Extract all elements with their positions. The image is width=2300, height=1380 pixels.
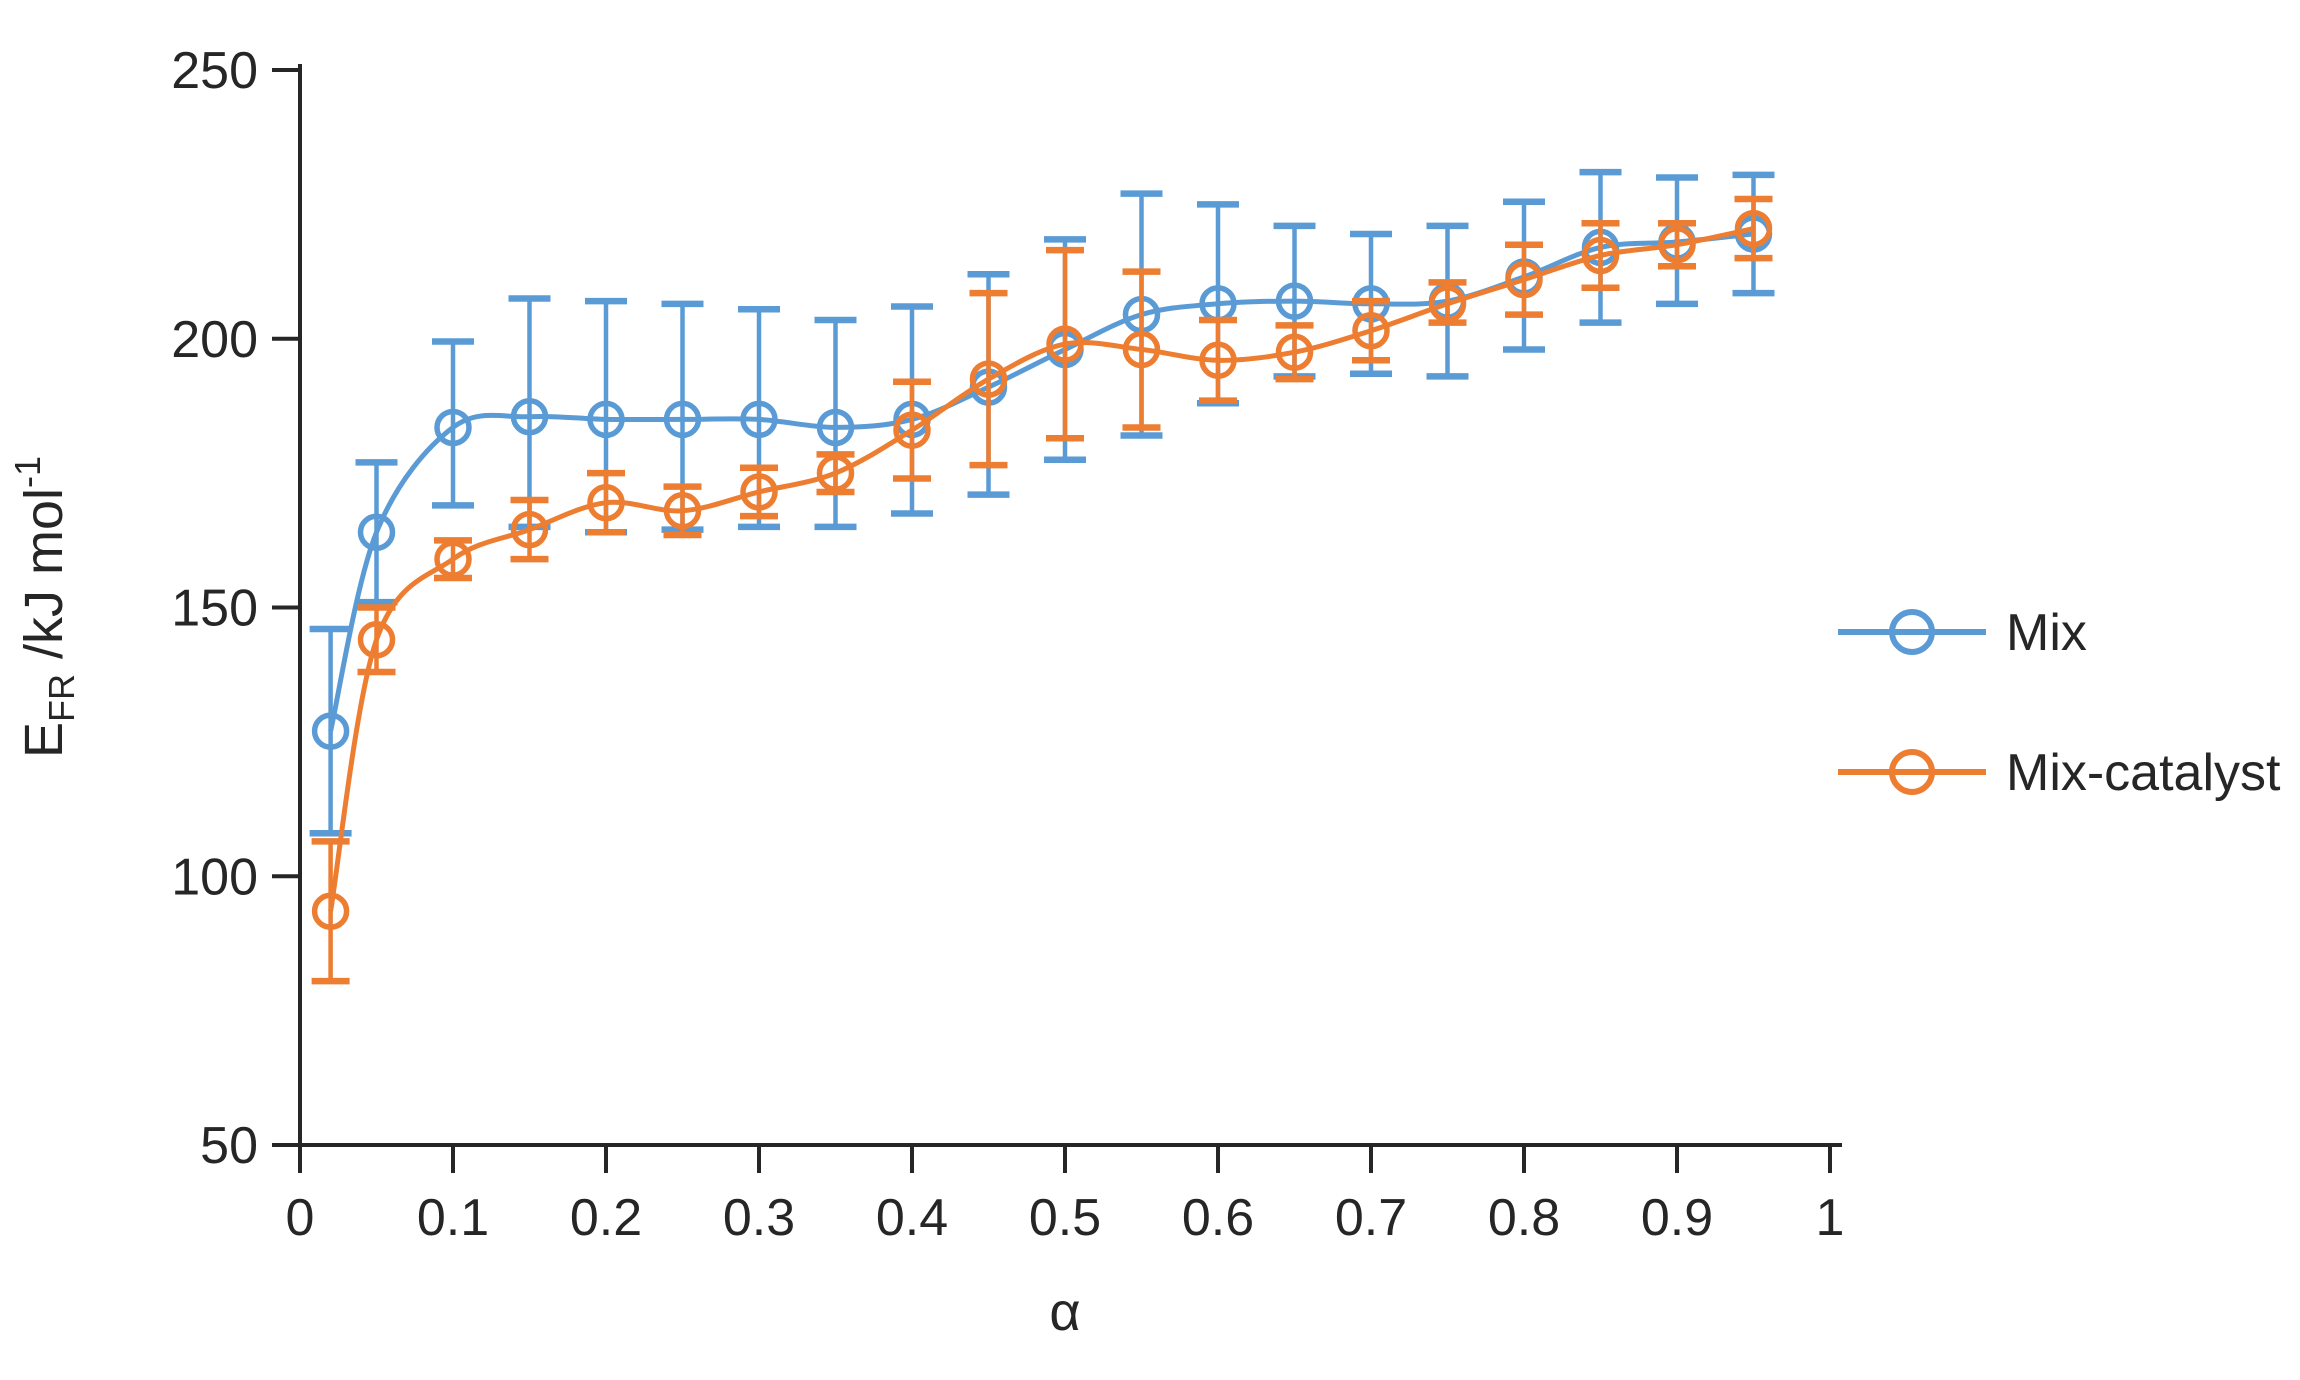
data-point-marker: [1581, 236, 1620, 275]
data-point-marker: [1352, 311, 1390, 350]
data-point-marker: [1199, 341, 1237, 379]
data-point-marker: [434, 408, 472, 447]
legend-entry-mix: Mix: [1838, 604, 2087, 662]
y-tick-label: 150: [171, 580, 258, 638]
data-point-marker: [893, 411, 931, 449]
x-tick-label: 1: [1816, 1189, 1845, 1247]
y-axis-title: EFR /kJ mol-1: [7, 456, 82, 758]
y-tick-label: 250: [171, 42, 258, 100]
data-point-marker: [587, 400, 625, 439]
x-tick-label: 0.1: [417, 1189, 489, 1247]
data-point-marker: [357, 513, 396, 551]
y-title-superscript: -1: [7, 456, 48, 488]
data-point-marker: [740, 400, 778, 439]
axes: 50 100 150 200 250 0 0.1 0.2 0.3 0.4 0.5 0.6 0.7 0.8 0…: [171, 42, 1844, 1247]
y-tick-label: 200: [171, 311, 258, 369]
legend-marker-mix-catalyst: [1889, 749, 1935, 795]
data-point-marker: [1505, 260, 1543, 299]
data-point-marker: [510, 397, 549, 436]
legend: Mix Mix-catalyst: [1838, 604, 2281, 802]
x-tick-label: 0.5: [1029, 1189, 1101, 1247]
legend-label-mix: Mix: [2006, 604, 2087, 662]
series-mix-catalyst: [311, 195, 1773, 985]
x-tick-label: 0.2: [570, 1189, 642, 1247]
series-line: [328, 226, 1755, 912]
legend-entry-mix-catalyst: Mix-catalyst: [1838, 744, 2281, 802]
data-point-marker: [434, 540, 472, 578]
legend-label-mix-catalyst: Mix-catalyst: [2006, 744, 2281, 802]
data-point-marker: [311, 892, 350, 930]
data-point-marker: [510, 510, 549, 549]
legend-marker-mix: [1889, 609, 1935, 655]
data-point-marker: [816, 408, 855, 447]
x-tick-label: 0.6: [1182, 1189, 1254, 1247]
x-tick-label: 0: [286, 1189, 315, 1247]
svg-text:EFR /kJ mol-1: EFR /kJ mol-1: [7, 456, 82, 758]
data-point-marker: [1275, 333, 1314, 371]
data-point-marker: [816, 454, 855, 492]
data-point-marker: [969, 360, 1008, 398]
y-title-symbol: E: [14, 722, 74, 758]
error-bar: [1734, 195, 1773, 262]
x-tick-label: 0.9: [1641, 1189, 1713, 1247]
x-axis-title: α: [1049, 1282, 1080, 1342]
data-point-marker: [1428, 285, 1467, 323]
data-point-marker: [311, 712, 350, 750]
y-title-subscript: FR: [41, 674, 82, 722]
data-point-marker: [663, 492, 702, 530]
x-tick-label: 0.7: [1335, 1189, 1407, 1247]
y-title-units: /kJ mol: [14, 488, 74, 674]
x-tick-label: 0.4: [876, 1189, 948, 1247]
data-point-marker: [1046, 325, 1084, 363]
series-line: [328, 231, 1754, 732]
data-point-marker: [1734, 209, 1773, 248]
data-point-marker: [1658, 225, 1696, 264]
data-point-marker: [1122, 330, 1161, 369]
data-point-marker: [357, 621, 396, 659]
data-point-marker: [1275, 282, 1314, 320]
data-point-marker: [587, 483, 625, 522]
data-series-layer: [309, 168, 1775, 985]
data-point-marker: [740, 473, 778, 511]
x-tick-label: 0.8: [1488, 1189, 1560, 1247]
svg-text:α: α: [1049, 1282, 1080, 1342]
y-tick-label: 50: [200, 1117, 258, 1175]
y-tick-label: 100: [171, 848, 258, 906]
x-tick-label: 0.3: [723, 1189, 795, 1247]
data-point-marker: [663, 400, 702, 439]
error-bar: [432, 338, 474, 509]
